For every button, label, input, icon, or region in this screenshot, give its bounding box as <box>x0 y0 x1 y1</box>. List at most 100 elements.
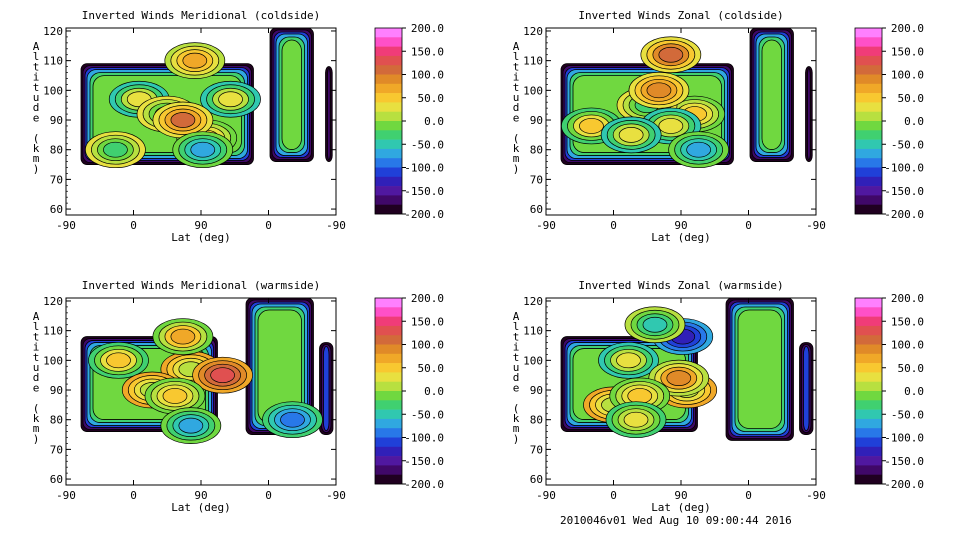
colorbar-cell <box>375 446 402 457</box>
colorbar-cell <box>855 195 882 205</box>
y-tick-label: 110 <box>523 325 543 338</box>
colorbar-cell <box>375 83 402 94</box>
y-tick-label: 100 <box>523 354 543 367</box>
x-tick-label: 0 <box>610 489 617 502</box>
contour-band <box>761 39 782 150</box>
colorbar-label: 100.0 <box>411 339 444 352</box>
contour-level <box>579 118 604 134</box>
y-tick-label: 120 <box>523 25 543 38</box>
contour-band <box>737 309 782 429</box>
colorbar-cell <box>375 307 402 317</box>
colorbar-cell <box>375 195 402 205</box>
colorbar-label: -50.0 <box>891 408 924 421</box>
contour-region <box>799 342 814 435</box>
panel-zonal-warmside: Inverted Winds Zonal (warmside) 60 70 80 90 1… <box>513 279 924 514</box>
x-tick-label: -90 <box>326 219 346 232</box>
colorbar-cell <box>855 83 882 94</box>
contour-feature <box>172 131 234 169</box>
colorbar-label: 0.0 <box>904 115 924 128</box>
colorbar-cell <box>375 46 402 57</box>
colorbar-cell <box>855 391 882 401</box>
colorbar-cell <box>375 372 402 382</box>
contour-region <box>805 66 813 162</box>
contour-region <box>325 66 333 162</box>
colorbar-cell <box>855 437 882 448</box>
colorbar-cell <box>855 428 882 438</box>
colorbar-label: 150.0 <box>891 315 924 328</box>
colorbar: 200.0 150.0 100.0 50.0 0.0 -50.0 -100.0 -150.0 -… <box>374 22 444 221</box>
contour-feature <box>88 341 149 379</box>
colorbar-label: 0.0 <box>424 115 444 128</box>
x-axis-label: Lat (deg) <box>651 501 711 514</box>
contour-level <box>106 352 131 369</box>
colorbar-cell <box>375 55 402 66</box>
colorbar-cell <box>855 418 882 429</box>
y-tick-label: 90 <box>530 114 543 127</box>
y-tick-label: 80 <box>530 144 543 157</box>
x-axis-label: Lat (deg) <box>171 231 231 244</box>
y-tick-label: 60 <box>530 203 543 216</box>
colorbar-cell <box>375 418 402 429</box>
colorbar-label: 200.0 <box>411 292 444 305</box>
contour-level <box>618 127 644 143</box>
contour-level <box>190 141 216 158</box>
colorbar-cell <box>375 353 402 364</box>
colorbar: 200.0 150.0 100.0 50.0 0.0 -50.0 -100.0 -150.0 -… <box>854 292 924 491</box>
contour-feature <box>628 71 690 109</box>
colorbar-cell <box>855 176 882 187</box>
contour-level <box>170 112 196 128</box>
colorbar-label: 150.0 <box>891 45 924 58</box>
x-tick-label: 0 <box>130 219 137 232</box>
contour-level <box>182 52 208 69</box>
y-tick-label: 120 <box>43 295 63 308</box>
colorbar-cell <box>855 158 882 168</box>
colorbar-cell <box>375 204 402 215</box>
colorbar-label: -150.0 <box>404 185 444 198</box>
colorbar-cell <box>855 148 882 159</box>
contour-field <box>80 298 334 444</box>
colorbar-cell <box>855 111 882 122</box>
colorbar-label: 100.0 <box>411 69 444 82</box>
contour-feature <box>200 80 261 118</box>
colorbar-cell <box>855 316 882 327</box>
contour-region <box>319 342 334 435</box>
colorbar-label: 50.0 <box>898 92 925 105</box>
contour-feature <box>605 401 667 439</box>
x-tick-label: -90 <box>536 489 556 502</box>
colorbar: 200.0 150.0 100.0 50.0 0.0 -50.0 -100.0 -150.0 -… <box>854 22 925 221</box>
contour-level <box>642 316 668 333</box>
y-tick-label: 70 <box>530 443 543 456</box>
contour-field <box>80 28 333 169</box>
colorbar-cell <box>855 46 882 57</box>
contour-region <box>749 28 794 162</box>
colorbar-cell <box>855 37 882 47</box>
y-tick-label: 110 <box>523 55 543 68</box>
contour-level <box>686 141 711 158</box>
colorbar-label: -100.0 <box>404 432 444 445</box>
contour-level <box>218 91 243 108</box>
colorbar-cell <box>855 372 882 382</box>
colorbar-cell <box>375 28 402 38</box>
colorbar-cell <box>855 186 882 196</box>
contour-level <box>627 388 653 404</box>
colorbar-cell <box>375 437 402 448</box>
contour-level <box>666 370 692 386</box>
contour-level <box>170 328 196 345</box>
panel-meridional-warmside: Inverted Winds Meridional (warmside) 60 70… <box>33 279 444 514</box>
colorbar-cell <box>855 139 882 150</box>
contour-band <box>807 68 811 160</box>
colorbar-cell <box>855 65 882 75</box>
colorbar-label: 150.0 <box>411 315 444 328</box>
colorbar-cell <box>375 400 402 410</box>
colorbar-cell <box>375 335 402 345</box>
colorbar-label: 0.0 <box>424 385 444 398</box>
y-tick-label: 60 <box>50 473 63 486</box>
colorbar-cell <box>855 307 882 317</box>
colorbar-label: -200.0 <box>884 478 924 491</box>
contour-feature <box>192 356 253 394</box>
run-id-timestamp: 2010046v01 Wed Aug 10 09:00:44 2016 <box>560 514 792 527</box>
